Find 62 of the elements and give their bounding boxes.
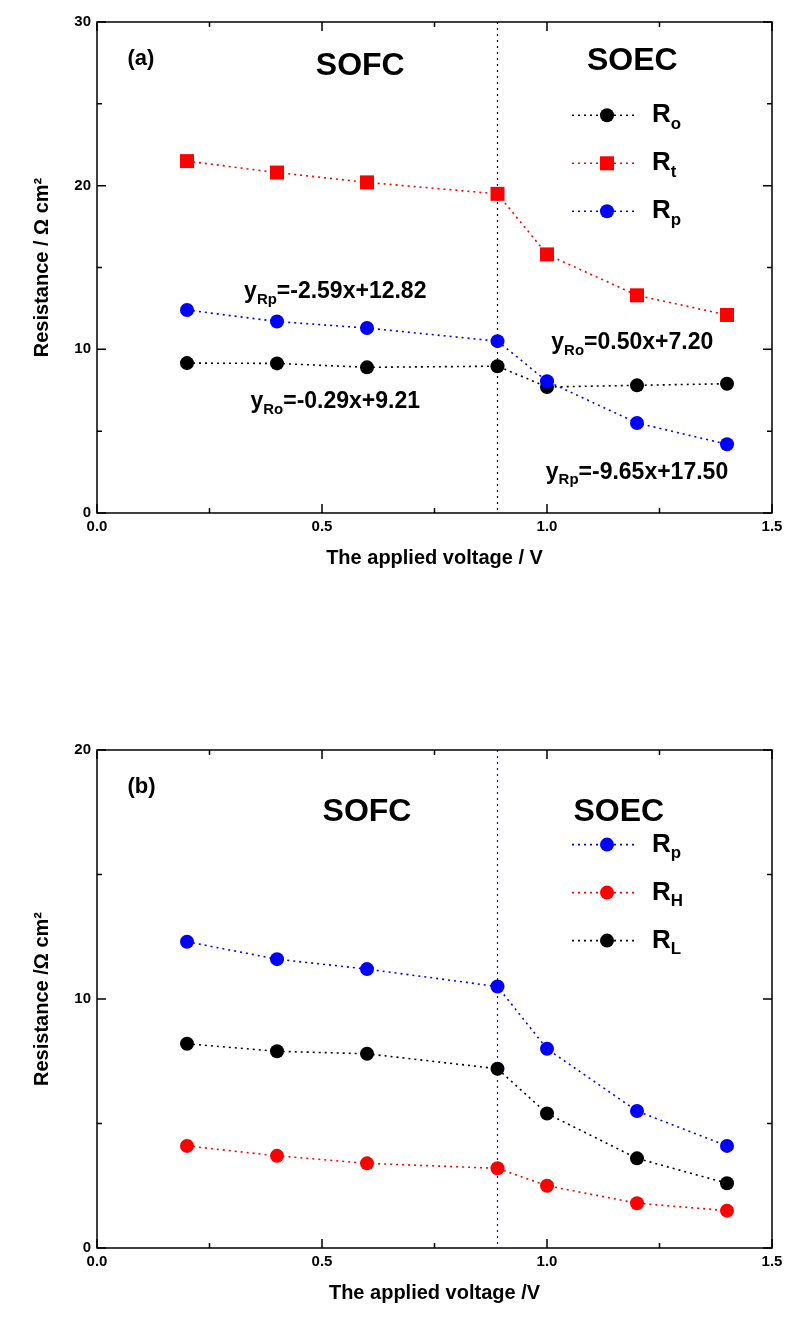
point: [540, 1178, 554, 1193]
x-tick-label: 0.5: [311, 516, 333, 534]
point: [630, 415, 644, 430]
annotation: SOEC: [586, 41, 678, 78]
point: [180, 934, 194, 949]
point: [720, 1176, 734, 1191]
x-axis-title: The applied voltage /V: [328, 1280, 541, 1303]
point: [490, 334, 505, 349]
x-tick-label: 1.0: [536, 516, 558, 534]
point: [180, 303, 194, 318]
text: (b): [127, 773, 156, 799]
point: [630, 288, 644, 303]
y-tick-label: 10: [74, 339, 91, 357]
point: [270, 952, 284, 967]
annotation: SOFC: [322, 792, 412, 829]
point: [270, 314, 284, 329]
point: [630, 1196, 644, 1211]
text: (a): [127, 44, 155, 70]
y-axis-title: Resistance /Ω cm²: [29, 911, 52, 1086]
point: [720, 1203, 734, 1218]
y-tick-label: 10: [74, 989, 91, 1007]
point: [540, 1041, 554, 1056]
point: [630, 378, 644, 393]
x-tick-label: 1.0: [536, 1251, 558, 1269]
point: [270, 1044, 284, 1059]
point: [540, 1106, 554, 1121]
point: [630, 1151, 644, 1166]
point: [360, 360, 374, 375]
point: [490, 1161, 505, 1176]
point: [360, 1156, 374, 1171]
x-tick-label: 1.5: [761, 516, 783, 534]
point: [360, 1046, 374, 1061]
y-tick-label: 20: [74, 175, 91, 193]
point: [720, 1138, 734, 1153]
point: [720, 307, 734, 322]
point: [490, 979, 505, 994]
point: [180, 1138, 194, 1153]
point: [490, 186, 505, 201]
y-tick-label: 20: [74, 740, 91, 758]
x-tick-label: 0.5: [311, 1251, 333, 1269]
y-tick-label: 30: [74, 12, 91, 30]
point: [540, 374, 554, 389]
point: [360, 962, 374, 977]
point: [720, 376, 734, 391]
annotation: SOFC: [315, 46, 405, 83]
point: [720, 437, 734, 452]
x-axis-title: The applied voltage / V: [326, 545, 544, 568]
point: [270, 356, 284, 371]
point: [270, 1148, 284, 1163]
y-axis-title: Resistance / Ω cm²: [29, 177, 52, 358]
point: [270, 165, 284, 180]
x-tick-label: 1.5: [761, 1251, 783, 1269]
annotation: SOEC: [573, 792, 665, 829]
point: [180, 356, 194, 371]
point: [360, 175, 374, 190]
point: [180, 1036, 194, 1051]
point: [540, 247, 554, 262]
point: [360, 321, 374, 336]
point: [490, 359, 505, 374]
point: [630, 1104, 644, 1119]
point: [490, 1061, 505, 1076]
point: [180, 154, 194, 169]
